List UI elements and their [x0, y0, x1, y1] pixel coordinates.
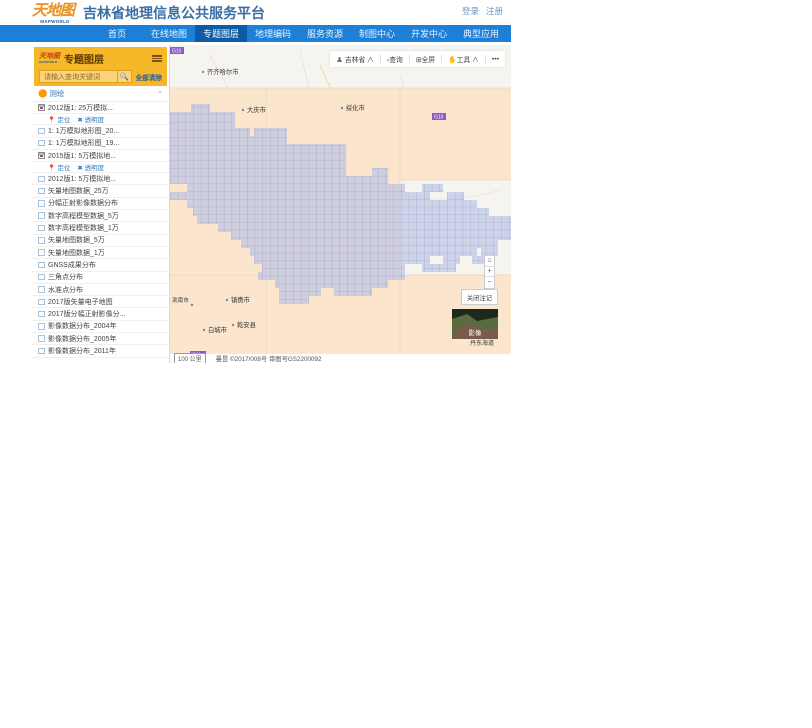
svg-text:洮南市: 洮南市 — [172, 296, 189, 304]
svg-text:G10: G10 — [172, 49, 182, 55]
svg-text:乾安县: 乾安县 — [237, 320, 256, 329]
svg-text:大庆市: 大庆市 — [247, 105, 266, 114]
svg-text:齐齐哈尔市: 齐齐哈尔市 — [207, 67, 238, 76]
svg-text:G10: G10 — [434, 115, 444, 121]
svg-text:丹东海道: 丹东海道 — [470, 339, 494, 347]
svg-text:绥化市: 绥化市 — [346, 103, 365, 112]
svg-text:白城市: 白城市 — [208, 325, 227, 334]
svg-text:镇赉市: 镇赉市 — [231, 295, 250, 304]
